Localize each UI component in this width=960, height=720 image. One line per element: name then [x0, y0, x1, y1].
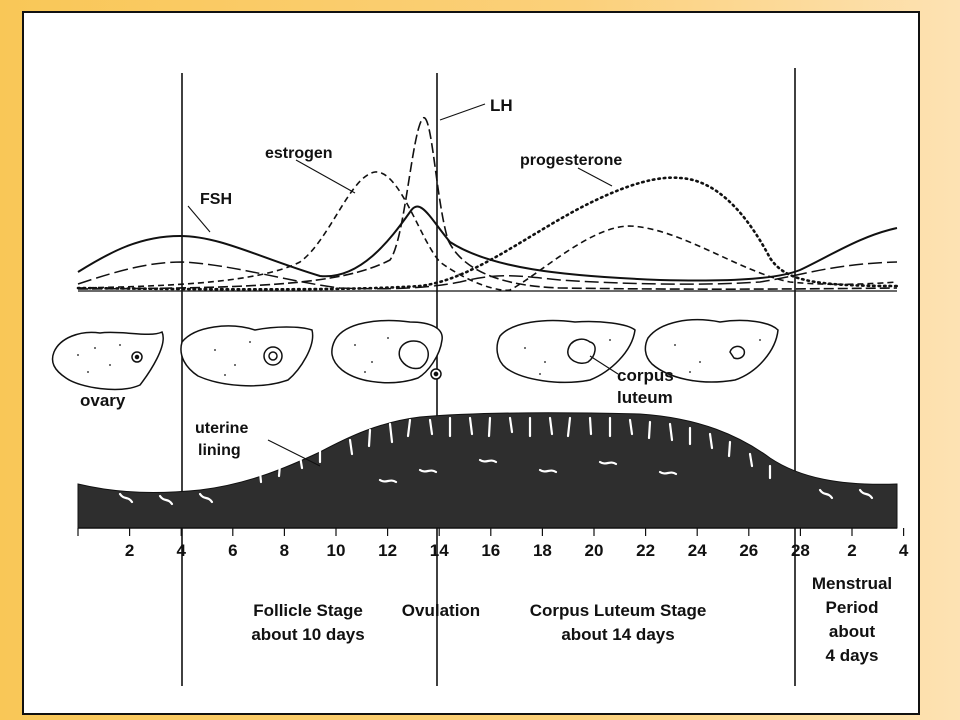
tick-label: 2: [125, 541, 134, 560]
ovary-1: [51, 330, 164, 391]
menstrual-label-2: Period: [826, 598, 879, 617]
fsh-curve: [77, 205, 898, 282]
uterine-label: uterine: [195, 420, 248, 437]
ovary-label: ovary: [80, 391, 126, 410]
menstrual-label-4: 4 days: [826, 646, 879, 665]
tick-label: 16: [481, 541, 500, 560]
corpus-albicans-shape: [729, 345, 746, 360]
tick-label: 4: [176, 541, 186, 560]
corpus-label: corpus: [617, 366, 674, 385]
uterine-lining: [77, 412, 898, 529]
progesterone-pointer: [577, 167, 613, 187]
tick-label: 20: [585, 541, 604, 560]
ovary-2: [180, 325, 314, 387]
tick-label: 6: [228, 541, 237, 560]
estrogen-label: estrogen: [265, 145, 333, 162]
ovary-4: [496, 319, 636, 384]
tick-label: 28: [791, 541, 810, 560]
ovulation-label: Ovulation: [402, 601, 480, 620]
estrogen-curve: [77, 171, 898, 292]
day-axis-ticks: 2 4 6 8 10 12 14 16 18 20 22 24 26 28 2 4: [77, 528, 909, 560]
ovary-5: [644, 319, 779, 383]
uterine-glands: [118, 416, 874, 506]
fsh-secondary-curve: [77, 261, 898, 290]
lining-label: lining: [198, 442, 241, 459]
tick-label: 18: [533, 541, 552, 560]
tick-label: 12: [378, 541, 397, 560]
lh-curve: [77, 117, 898, 290]
slide-frame: [22, 11, 920, 715]
luteum-stage-label: Corpus Luteum Stage: [530, 601, 707, 620]
tick-label: 26: [739, 541, 758, 560]
tick-label: 8: [280, 541, 289, 560]
progesterone-label: progesterone: [520, 152, 622, 169]
ovary-drawings: [51, 319, 779, 391]
estrogen-pointer: [295, 159, 356, 194]
corpus-luteum-shape: [567, 338, 596, 364]
fsh-pointer: [187, 205, 211, 233]
luteum-duration-label: about 14 days: [561, 625, 674, 644]
tick-label: 10: [327, 541, 346, 560]
corpus-luteum-pointer: [589, 355, 619, 375]
tick-label: 24: [688, 541, 707, 560]
tick-label: 22: [636, 541, 655, 560]
tick-label: 2: [847, 541, 856, 560]
follicle-stage-label: Follicle Stage: [253, 601, 363, 620]
follicle-duration-label: about 10 days: [251, 625, 364, 644]
tick-label: 14: [430, 541, 449, 560]
ovary-stipple: [77, 337, 761, 376]
progesterone-curve: [76, 176, 899, 291]
luteum-label: luteum: [617, 388, 673, 407]
follicle-rupture: [398, 340, 429, 370]
fsh-label: FSH: [200, 191, 232, 208]
menstrual-label-1: Menstrual: [812, 574, 892, 593]
uterine-pointer: [267, 439, 321, 467]
lh-label: LH: [490, 96, 513, 115]
lh-pointer: [439, 103, 486, 121]
menstrual-label-3: about: [829, 622, 876, 641]
tick-label: 4: [899, 541, 909, 560]
